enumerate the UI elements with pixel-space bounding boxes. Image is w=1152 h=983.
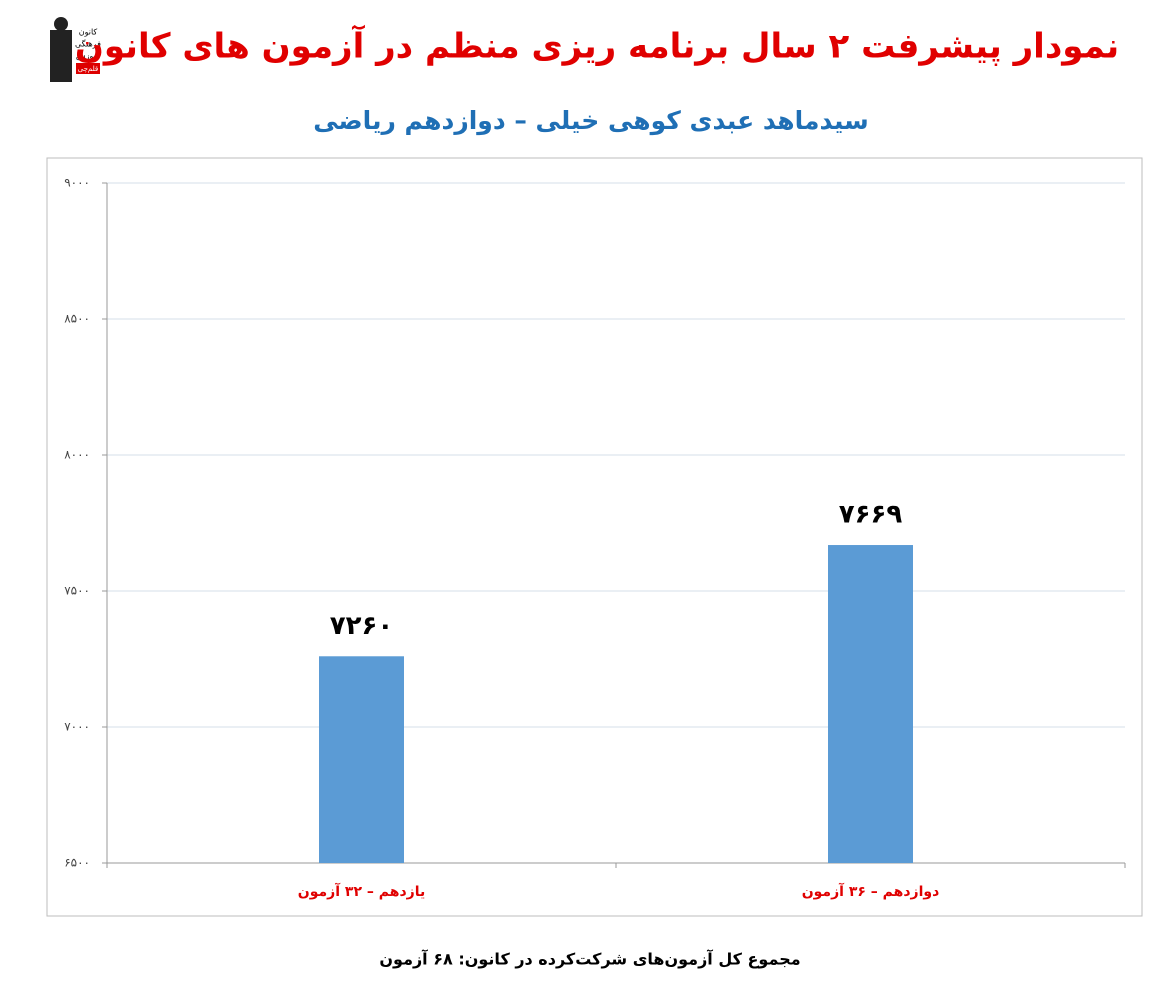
chart-subtitle: سیدماهد عبدی کوهی خیلی – دوازدهم ریاضی — [313, 106, 869, 136]
y-tick-label: ۷۰۰۰ — [64, 720, 90, 734]
logo-text: قلم‌چی — [78, 65, 98, 73]
logo-head — [54, 17, 68, 31]
logo-figure — [50, 30, 72, 82]
logo-badge — [76, 63, 100, 74]
chart-title: نمودار پیشرفت ۲ سال برنامه ریزی منظم در … — [75, 25, 1119, 67]
logo-text: کانون — [79, 28, 98, 37]
data-label: ۷۶۶۹ — [839, 500, 903, 530]
bar — [828, 545, 913, 863]
y-tick-label: ۹۰۰۰ — [64, 176, 90, 190]
logo: کانون فرهنگی آموزش قلم‌چی — [50, 17, 101, 82]
y-tick-label: ۸۵۰۰ — [64, 312, 90, 326]
y-tick-label: ۶۵۰۰ — [64, 856, 90, 870]
footer-note: مجموع کل آزمون‌های شرکت‌کرده در کانون: ۶… — [379, 949, 800, 969]
chart-frame — [46, 157, 1143, 917]
x-tick-label: دوازدهم – ۳۶ آزمون — [802, 882, 940, 900]
y-tick-label: ۷۵۰۰ — [64, 584, 90, 598]
bar — [319, 656, 404, 863]
logo-text: آموزش — [76, 51, 101, 61]
logo-text: فرهنگی — [75, 39, 101, 49]
data-label: ۷۲۶۰ — [330, 611, 393, 641]
y-tick-label: ۸۰۰۰ — [64, 448, 90, 462]
x-tick-label: یازدهم – ۳۲ آزمون — [298, 882, 425, 900]
